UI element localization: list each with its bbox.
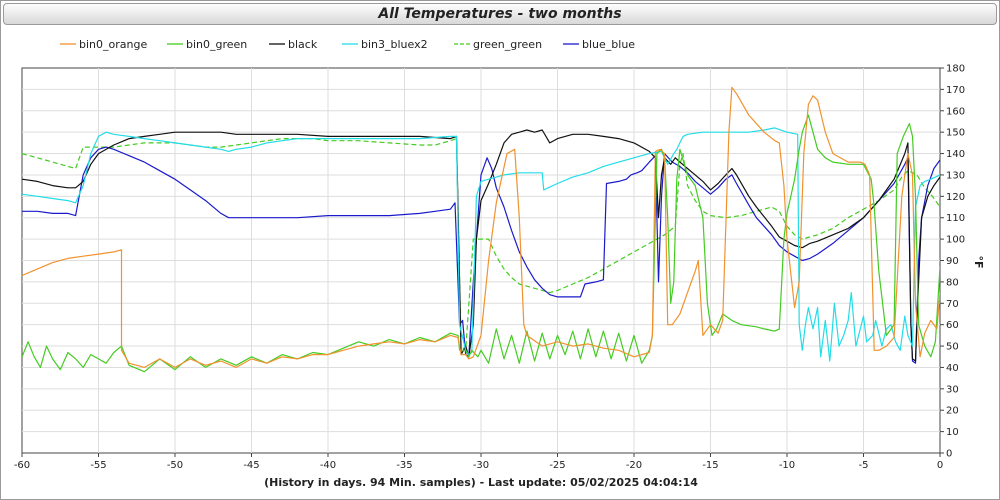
legend-label: green_green [473, 38, 542, 51]
y-tick-label: 170 [946, 85, 965, 96]
x-tick-label: -40 [320, 460, 336, 471]
y-tick-label: 140 [946, 149, 965, 160]
y-tick-label: 130 [946, 170, 965, 181]
legend-label: blue_blue [582, 38, 635, 51]
y-axis-label: °F [972, 255, 985, 268]
axes: 0 10 20 30 40 50 60 70 80 90 100 110 120 130 140 150 160… [14, 64, 965, 472]
series-line-bin3-bluex2 [22, 127, 940, 362]
y-tick-label: 80 [946, 277, 959, 288]
legend: bin0_orange bin0_green black bin3_bluex2 gre… [60, 38, 635, 51]
y-tick-label: 0 [946, 449, 952, 460]
y-tick-label: 100 [946, 235, 965, 246]
legend-label: bin0_green [186, 38, 247, 51]
y-tick-label: 70 [946, 299, 959, 310]
x-tick-label: -50 [167, 460, 183, 471]
y-tick-label: 180 [946, 64, 965, 75]
x-axis-label: (History in days. 94 Min. samples) - Las… [264, 476, 698, 489]
y-tick-label: 30 [946, 384, 959, 395]
series-line-bin0-green [22, 114, 940, 373]
x-tick-label: -30 [473, 460, 489, 471]
y-tick-label: 120 [946, 192, 965, 203]
x-tick-label: -45 [243, 460, 259, 471]
x-tick-label: -10 [779, 460, 795, 471]
legend-label: bin0_orange [79, 38, 147, 51]
series-line-black [22, 129, 940, 362]
legend-label: black [288, 38, 318, 51]
chart-title: All Temperatures - two months [3, 3, 997, 25]
y-tick-label: 50 [946, 342, 959, 353]
x-tick-label: -35 [396, 460, 412, 471]
y-tick-label: 20 [946, 406, 959, 417]
x-tick-label: -5 [859, 460, 869, 471]
x-tick-label: -60 [14, 460, 30, 471]
x-tick-label: -25 [549, 460, 565, 471]
y-tick-label: 150 [946, 128, 965, 139]
series-line-blue-blue [22, 146, 940, 364]
y-tick-label: 90 [946, 256, 959, 267]
x-tick-label: 0 [937, 460, 943, 471]
y-tick-label: 160 [946, 106, 965, 117]
y-tick-label: 10 [946, 427, 959, 438]
y-tick-label: 60 [946, 320, 959, 331]
series-line-bin0-orange [22, 86, 940, 368]
y-tick-label: 40 [946, 363, 959, 374]
y-tick-label: 110 [946, 213, 965, 224]
x-tick-label: -15 [702, 460, 718, 471]
x-tick-label: -55 [90, 460, 106, 471]
series-layer [22, 86, 940, 373]
legend-label: bin3_bluex2 [361, 38, 428, 51]
x-tick-label: -20 [626, 460, 642, 471]
